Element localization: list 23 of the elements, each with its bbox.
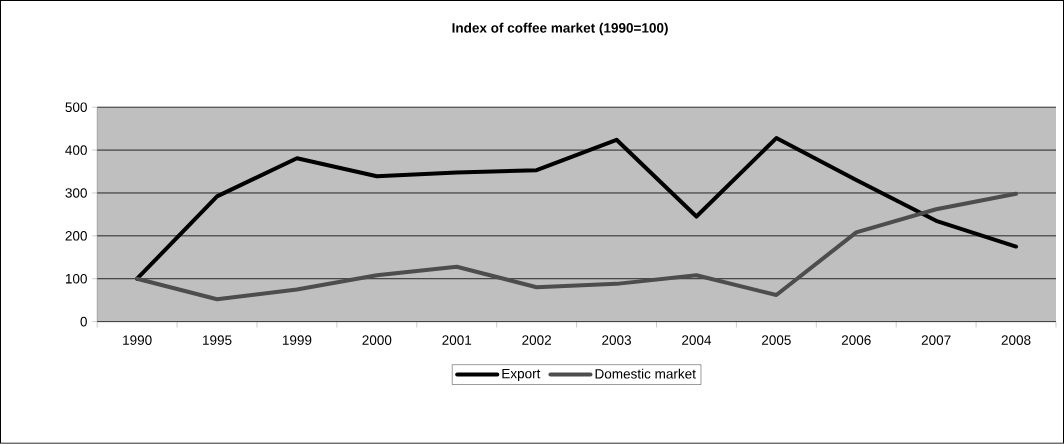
x-tick-label: 1990 (123, 335, 152, 345)
x-tick-label: 2002 (522, 335, 552, 345)
x-tick-label: 2006 (841, 335, 871, 345)
x-tick-label: 2007 (921, 335, 951, 345)
y-tick-label: 300 (65, 188, 87, 198)
y-tick-label: 100 (65, 274, 87, 284)
y-tick-label: 0 (80, 316, 87, 327)
y-tick-label: 200 (65, 231, 87, 241)
x-tick-label: 2004 (682, 335, 712, 345)
y-tick-label: 400 (65, 145, 87, 155)
x-tick-label: 2001 (442, 335, 472, 345)
x-tick-label: 1999 (282, 335, 312, 345)
legend-label: Export (502, 369, 541, 382)
x-tick-label: 2000 (362, 335, 392, 345)
line-series (135, 136, 1019, 281)
legend-label: Domestic market (595, 368, 696, 379)
chart-title: Index of coffee market (1990=100) (452, 22, 668, 36)
x-tick-label: 2005 (761, 335, 791, 345)
y-tick-label: 500 (65, 102, 87, 113)
x-tick-label: 2003 (602, 335, 631, 345)
x-tick-label: 1995 (203, 335, 232, 345)
line-series (135, 191, 1019, 302)
x-tick-label: 2008 (1001, 335, 1031, 345)
